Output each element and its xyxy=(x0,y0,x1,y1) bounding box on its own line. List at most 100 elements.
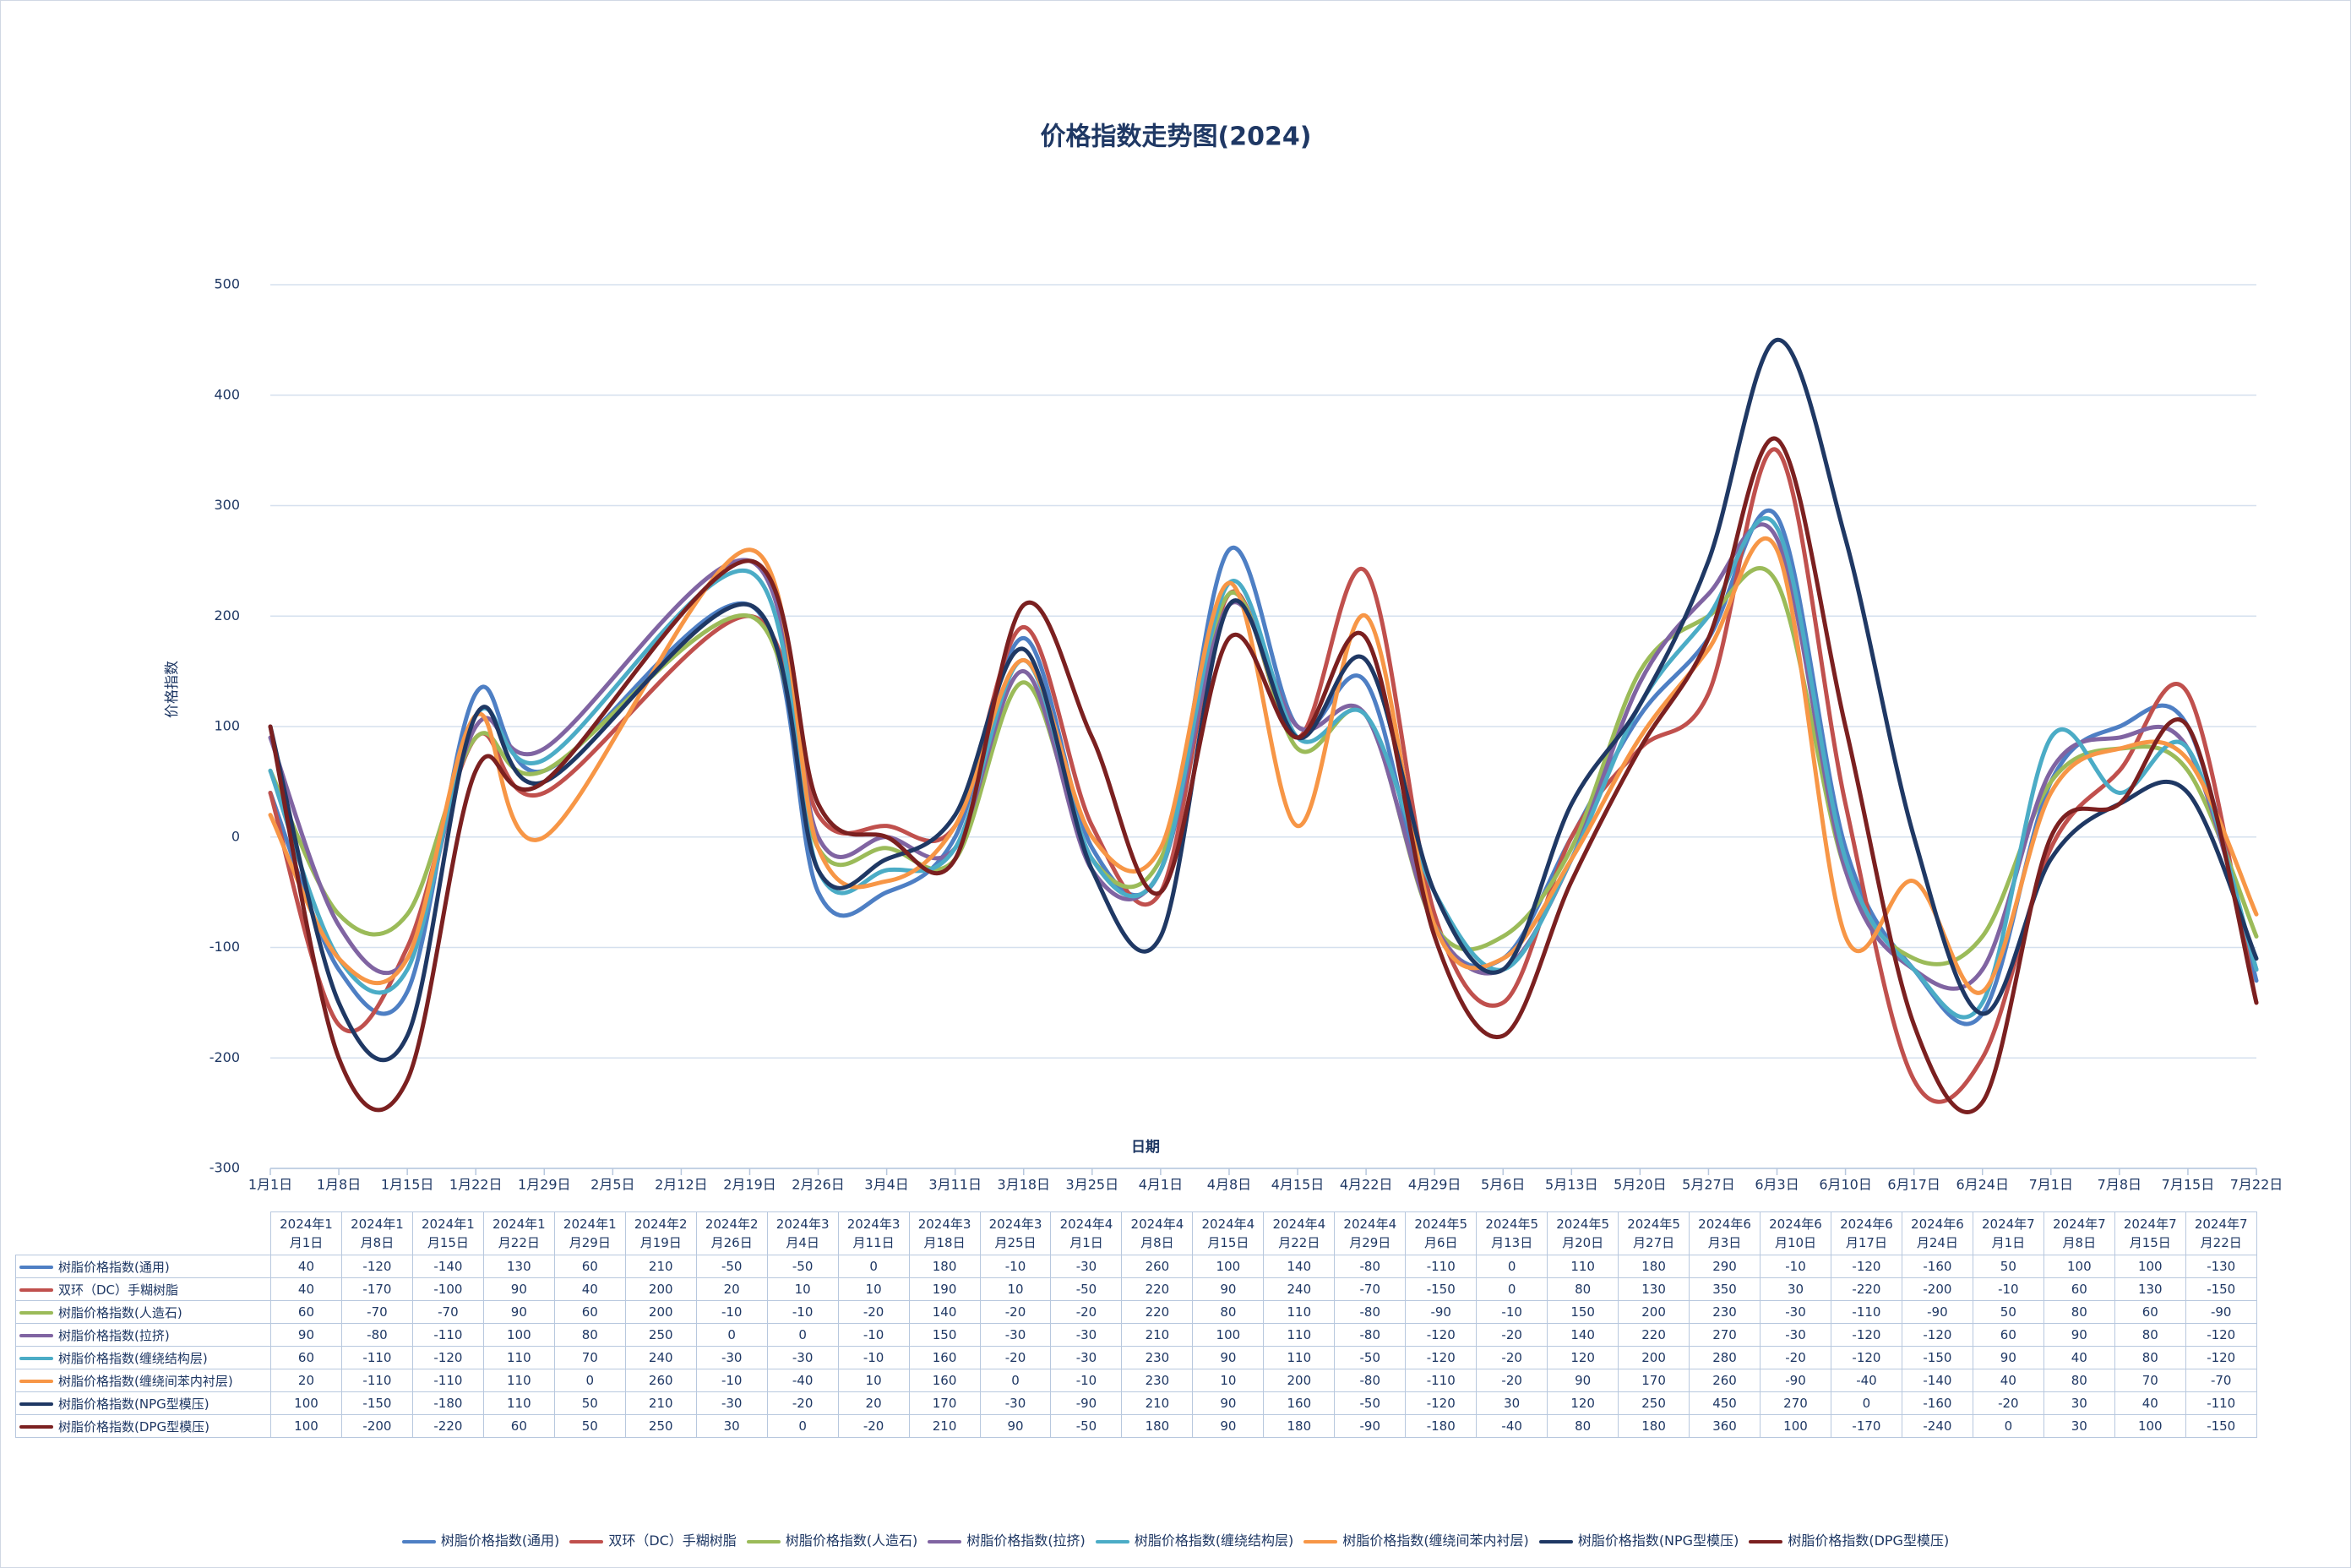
table-value: -20 xyxy=(837,1300,910,1324)
x-tick-label: 4月22日 xyxy=(1340,1177,1393,1193)
legend-label: 树脂价格指数(DPG型模压) xyxy=(1788,1533,1950,1549)
table-series-cell: 树脂价格指数(NPG型模压) xyxy=(15,1391,271,1415)
table-value: 140 xyxy=(1547,1323,1619,1347)
table-header: 2024年4月29日 xyxy=(1334,1211,1407,1255)
table-value: -120 xyxy=(2185,1346,2257,1369)
table-header: 2024年2月19日 xyxy=(624,1211,697,1255)
x-tick-label: 1月8日 xyxy=(317,1177,361,1193)
table-value: 0 xyxy=(766,1414,839,1438)
table-value: -70 xyxy=(340,1300,413,1324)
table-value: -110 xyxy=(1405,1369,1478,1392)
legend-label: 树脂价格指数(缠绕结构层) xyxy=(1134,1533,1294,1549)
table-value: -30 xyxy=(1050,1255,1123,1278)
x-tick-label: 6月10日 xyxy=(1819,1177,1872,1193)
x-tick-label: 1月15日 xyxy=(381,1177,434,1193)
table-value: 260 xyxy=(1121,1255,1194,1278)
table-value: -100 xyxy=(411,1277,484,1301)
table-value: 110 xyxy=(1263,1346,1336,1369)
table-value: 220 xyxy=(1618,1323,1690,1347)
table-value: 80 xyxy=(553,1323,626,1347)
table-series-cell: 树脂价格指数(缠绕间苯内衬层) xyxy=(15,1369,271,1392)
table-value: 80 xyxy=(1547,1414,1619,1438)
table-value: -90 xyxy=(1901,1300,1973,1324)
table-value: -30 xyxy=(1760,1323,1831,1347)
table-value: 80 xyxy=(1192,1300,1265,1324)
y-tick-label: 300 xyxy=(214,497,240,513)
table-value: 0 xyxy=(837,1255,910,1278)
table-row: 双环（DC）手糊树脂 40 -170 -100 90 40 200 20 10 10 190 10 -5… xyxy=(15,1277,2257,1301)
x-tick-label: 4月15日 xyxy=(1271,1177,1325,1193)
table-value: 450 xyxy=(1689,1391,1761,1415)
x-tick-label: 2月12日 xyxy=(655,1177,708,1193)
table-value: 350 xyxy=(1689,1277,1761,1301)
y-tick-label: -100 xyxy=(210,939,240,955)
table-header: 2024年1月29日 xyxy=(553,1211,626,1255)
table-value: 100 xyxy=(1760,1414,1831,1438)
table-value: 40 xyxy=(553,1277,626,1301)
table-value: 110 xyxy=(1263,1323,1336,1347)
x-tick-label: 4月29日 xyxy=(1408,1177,1461,1193)
table-header: 2024年5月20日 xyxy=(1547,1211,1619,1255)
table-value: -10 xyxy=(1476,1300,1548,1324)
table-series-cell: 树脂价格指数(拉挤) xyxy=(15,1323,271,1347)
table-value: 0 xyxy=(1972,1414,2044,1438)
table-value: 60 xyxy=(482,1414,555,1438)
table-value: -120 xyxy=(411,1346,484,1369)
table-value: -20 xyxy=(1476,1323,1548,1347)
table-value: 90 xyxy=(270,1323,342,1347)
table-header: 2024年6月10日 xyxy=(1760,1211,1831,1255)
x-tick-label: 5月20日 xyxy=(1614,1177,1667,1193)
table-value: 210 xyxy=(908,1414,981,1438)
x-tick-label: 5月6日 xyxy=(1481,1177,1525,1193)
table-value: 80 xyxy=(2114,1323,2186,1347)
table-series-cell: 树脂价格指数(DPG型模压) xyxy=(15,1414,271,1438)
table-value: -90 xyxy=(1334,1414,1407,1438)
table-value: -50 xyxy=(1050,1277,1123,1301)
table-value: 230 xyxy=(1121,1346,1194,1369)
table-value: -10 xyxy=(695,1300,768,1324)
table-row: 树脂价格指数(拉挤) 90 -80 -110 100 80 250 0 0 -10 150 -30 -3… xyxy=(15,1323,2257,1347)
table-value: 70 xyxy=(553,1346,626,1369)
table-value: 100 xyxy=(2114,1255,2186,1278)
table-series-cell: 树脂价格指数(通用) xyxy=(15,1255,271,1278)
table-value: 120 xyxy=(1547,1346,1619,1369)
table-value: 140 xyxy=(1263,1255,1336,1278)
table-value: 90 xyxy=(1192,1346,1265,1369)
legend-label: 树脂价格指数(缠绕间苯内衬层) xyxy=(1342,1533,1529,1549)
table-value: 0 xyxy=(979,1369,1052,1392)
table-corner xyxy=(16,1212,271,1255)
table-value: -80 xyxy=(1334,1255,1407,1278)
table-header: 2024年4月22日 xyxy=(1263,1211,1336,1255)
table-value: 0 xyxy=(766,1323,839,1347)
table-value: -200 xyxy=(340,1414,413,1438)
table-value: 100 xyxy=(270,1414,342,1438)
table-value: -20 xyxy=(1476,1346,1548,1369)
table-value: 160 xyxy=(1263,1391,1336,1415)
table-series-cell: 树脂价格指数(人造石) xyxy=(15,1300,271,1324)
table-header: 2024年6月3日 xyxy=(1689,1211,1761,1255)
legend-item: 树脂价格指数(DPG型模压) xyxy=(1749,1529,1949,1549)
table-value: 190 xyxy=(908,1277,981,1301)
y-tick-label: 100 xyxy=(214,718,240,734)
table-value: -30 xyxy=(1050,1323,1123,1347)
table-value: 150 xyxy=(908,1323,981,1347)
y-tick-label: 400 xyxy=(214,386,240,402)
x-tick-label: 7月22日 xyxy=(2230,1177,2283,1193)
table-value: 90 xyxy=(1192,1391,1265,1415)
table-value: -170 xyxy=(340,1277,413,1301)
table-header: 2024年7月1日 xyxy=(1972,1211,2044,1255)
table-value: -30 xyxy=(695,1346,768,1369)
table-row: 树脂价格指数(人造石) 60 -70 -70 90 60 200 -10 -10 -20 140 -2… xyxy=(15,1300,2257,1324)
x-tick-label: 4月1日 xyxy=(1139,1177,1183,1193)
legend-key xyxy=(746,1539,781,1544)
table-header: 2024年5月27日 xyxy=(1618,1211,1690,1255)
table-value: -10 xyxy=(979,1255,1052,1278)
table-header: 2024年7月22日 xyxy=(2185,1211,2257,1255)
table-value: -180 xyxy=(1405,1414,1478,1438)
table-value: 30 xyxy=(1760,1277,1831,1301)
table-header: 2024年5月6日 xyxy=(1405,1211,1478,1255)
table-value: -20 xyxy=(979,1346,1052,1369)
table-value: 360 xyxy=(1689,1414,1761,1438)
legend-key xyxy=(569,1539,604,1544)
table-value: 40 xyxy=(270,1277,342,1301)
